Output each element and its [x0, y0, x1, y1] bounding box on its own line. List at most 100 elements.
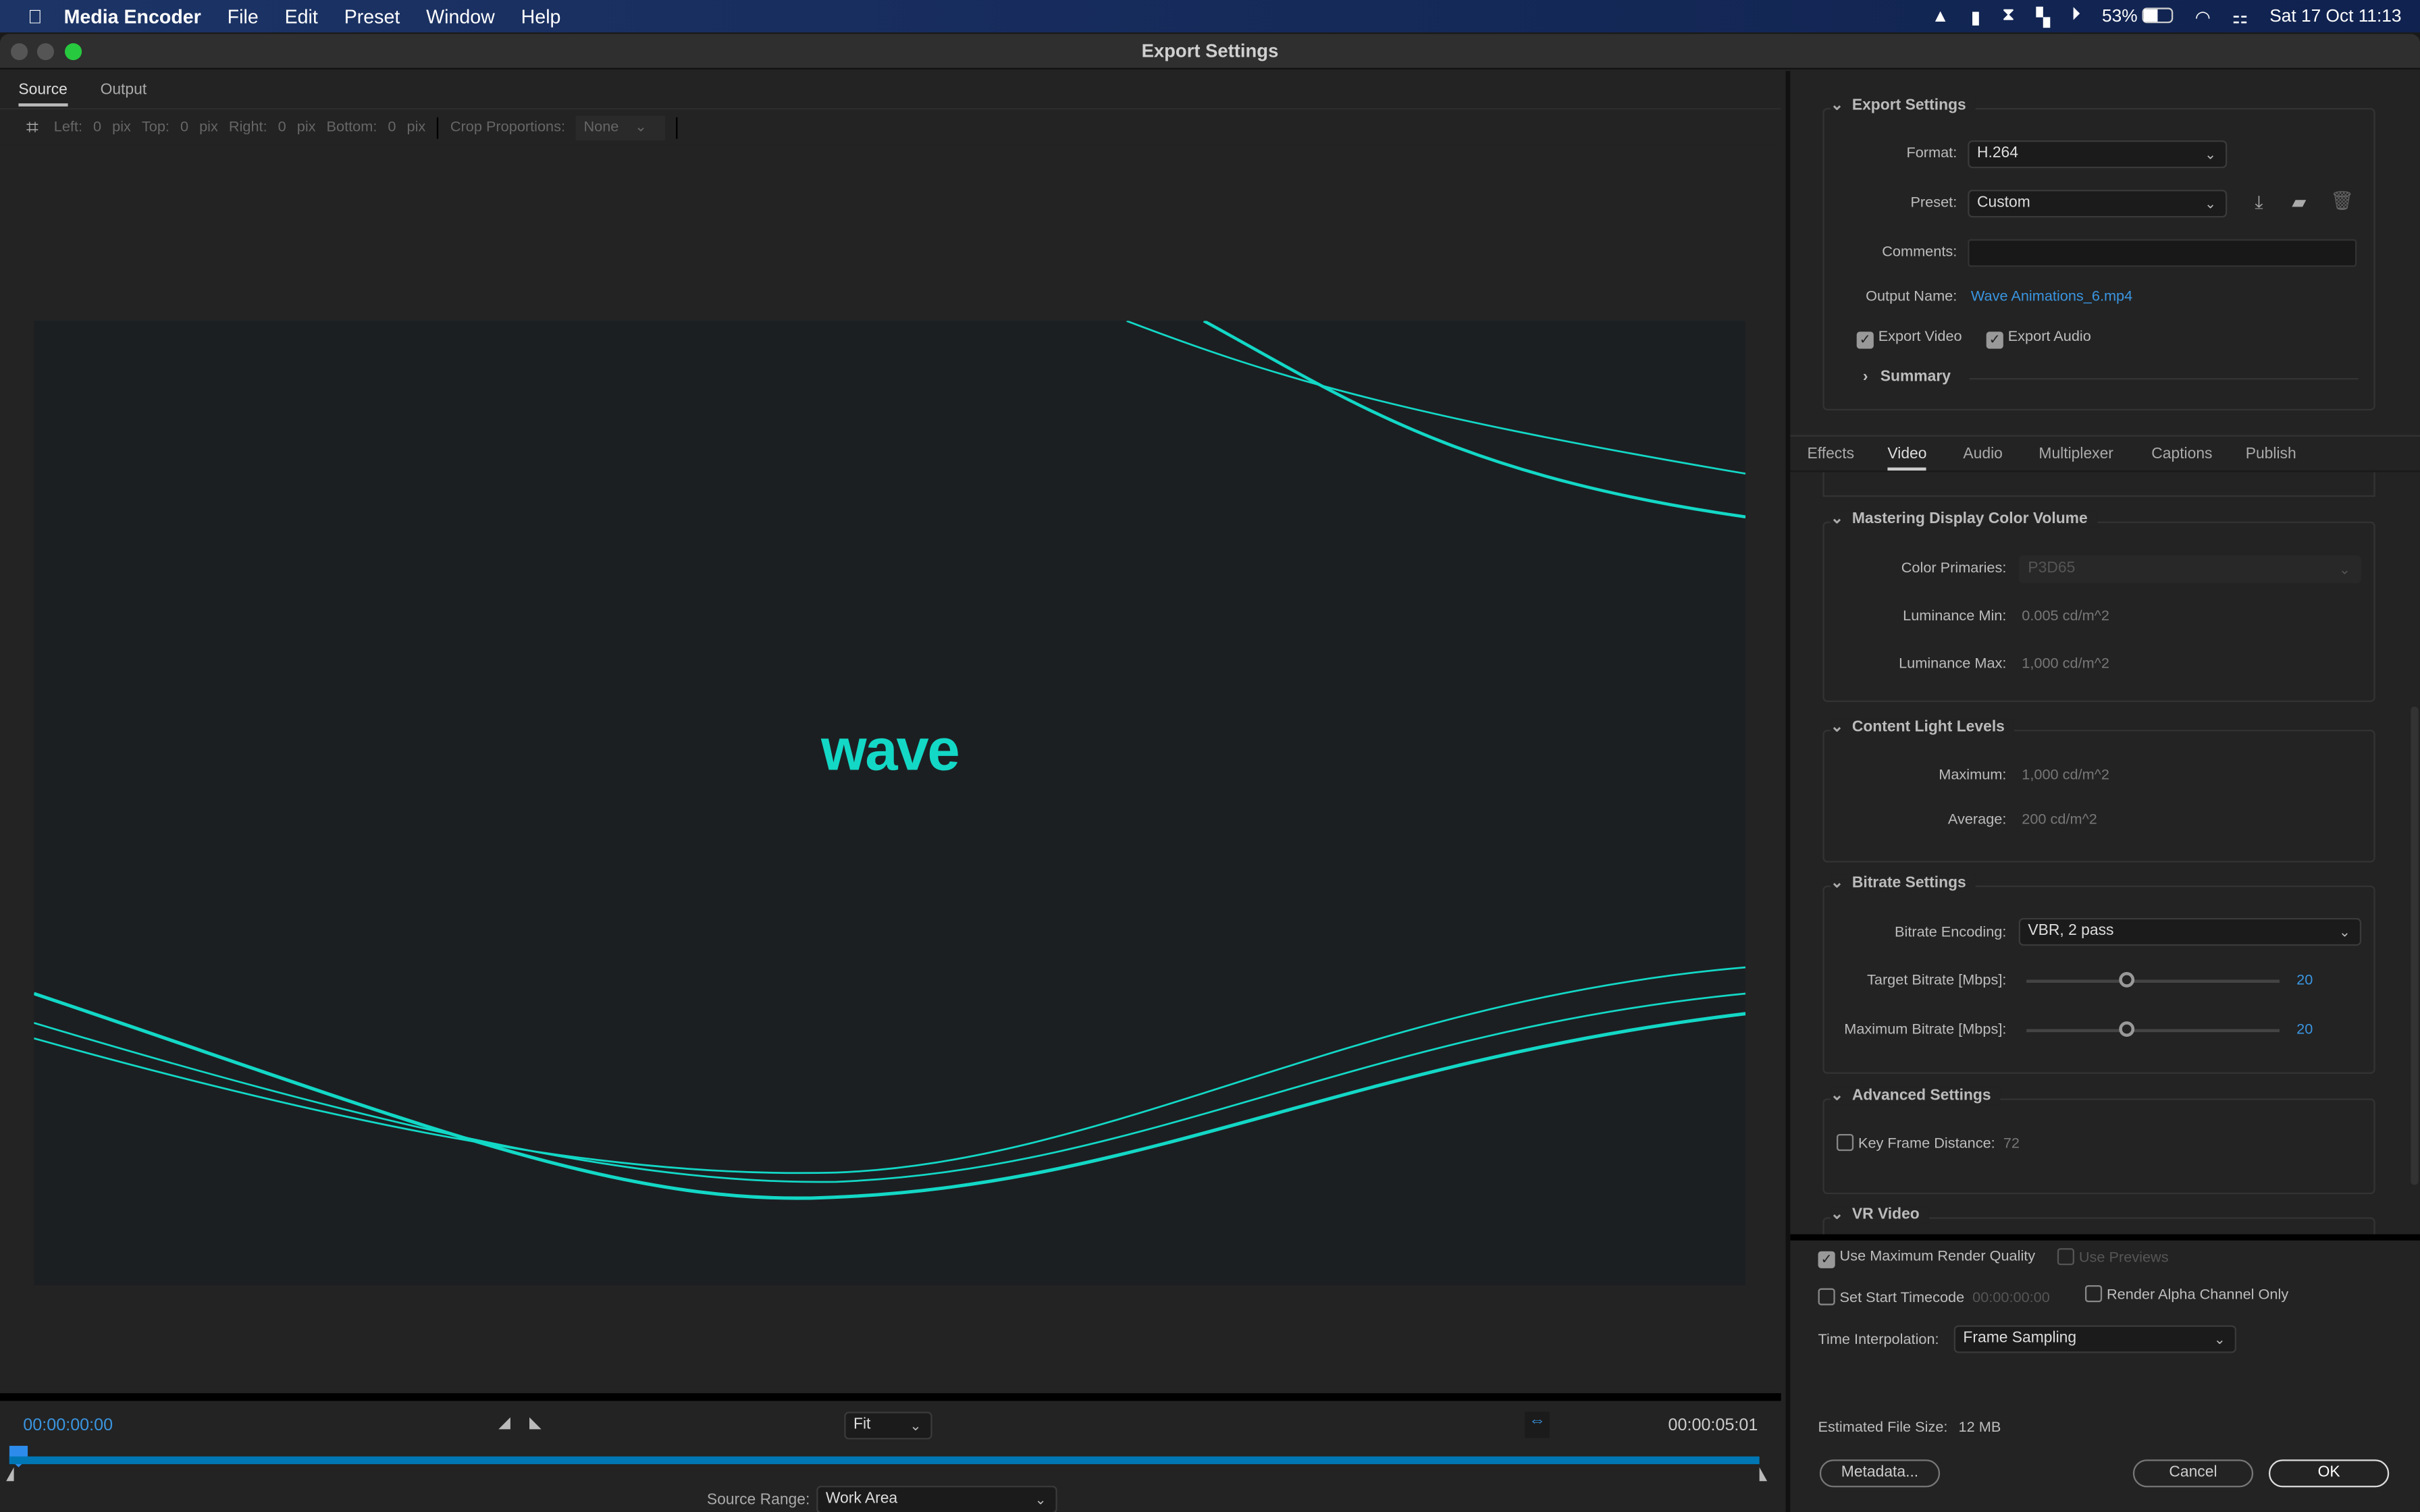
- tab-source[interactable]: Source: [18, 82, 68, 107]
- vlc-icon[interactable]: ▲: [1931, 7, 1949, 26]
- menu-edit[interactable]: Edit: [270, 5, 318, 27]
- export-audio-label: Export Audio: [2007, 328, 2091, 346]
- start-timecode-checkbox[interactable]: Set Start Timecode: [1818, 1288, 1964, 1307]
- unit-label: pix: [199, 118, 218, 136]
- bitrate-header[interactable]: ⌄ Bitrate Settings: [1830, 874, 1976, 892]
- max-render-quality-checkbox[interactable]: ✓ Use Maximum Render Quality: [1818, 1248, 2035, 1268]
- ok-button[interactable]: OK: [2268, 1459, 2390, 1488]
- bitrate-encoding-dropdown[interactable]: VBR, 2 pass ⌄: [2018, 917, 2362, 946]
- export-video-checkbox[interactable]: ✓ Export Video: [1856, 329, 1962, 349]
- metadata-button[interactable]: Metadata...: [1819, 1459, 1941, 1488]
- tab-multiplexer[interactable]: Multiplexer: [2038, 446, 2113, 463]
- minimize-button[interactable]: [36, 43, 54, 61]
- advanced-title: Advanced Settings: [1851, 1087, 1991, 1105]
- export-settings-header[interactable]: ⌄ Export Settings: [1830, 97, 1976, 115]
- summary-toggle[interactable]: › Summary: [1863, 369, 1951, 385]
- luminance-min-value: 0.005 cd/m^2: [2022, 608, 2109, 625]
- current-timecode[interactable]: 00:00:00:00: [23, 1416, 113, 1435]
- keyframe-distance-checkbox[interactable]: Key Frame Distance:: [1836, 1133, 1995, 1152]
- set-in-point-icon[interactable]: ◢: [498, 1414, 510, 1432]
- delete-preset-icon[interactable]: 🗑: [2330, 190, 2355, 212]
- color-primaries-dropdown[interactable]: P3D65 ⌄: [2018, 555, 2362, 583]
- hourglass-icon[interactable]: ⧗: [2002, 6, 2015, 25]
- crop-bottom-label: Bottom:: [326, 118, 377, 136]
- aspect-correction-icon[interactable]: ⇔: [1525, 1411, 1550, 1438]
- battery-percent: 53%: [2102, 7, 2138, 26]
- target-bitrate-value[interactable]: 20: [2296, 971, 2313, 990]
- tab-captions[interactable]: Captions: [2151, 446, 2213, 463]
- apple-icon[interactable]: : [28, 5, 42, 27]
- average-label: Average:: [1947, 811, 2007, 829]
- tab-video[interactable]: Video: [1887, 446, 1927, 471]
- control-center-icon[interactable]: ⚏: [2232, 8, 2248, 27]
- source-range-dropdown[interactable]: Work Area ⌄: [816, 1486, 1057, 1512]
- menu-app[interactable]: Media Encoder: [49, 5, 201, 27]
- max-bitrate-slider[interactable]: [2026, 1029, 2280, 1033]
- render-alpha-checkbox[interactable]: Render Alpha Channel Only: [2084, 1285, 2288, 1303]
- tab-audio[interactable]: Audio: [1963, 446, 2003, 463]
- output-name-link[interactable]: Wave Animations_6.mp4: [1970, 288, 2133, 306]
- vr-group: ⌄ VR Video: [1822, 1206, 2375, 1235]
- clock[interactable]: Sat 17 Oct 11:13: [2269, 7, 2402, 26]
- display-icon[interactable]: ▮: [1970, 8, 1981, 27]
- target-bitrate-slider[interactable]: [2026, 979, 2280, 983]
- work-area-end-handle[interactable]: [1759, 1467, 1768, 1482]
- close-button[interactable]: [10, 43, 28, 61]
- divider: [436, 116, 438, 138]
- chevron-down-icon: ⌄: [1830, 1206, 1844, 1224]
- scrollbar-thumb[interactable]: [2411, 706, 2419, 1185]
- comments-input[interactable]: [1968, 239, 2357, 267]
- luminance-max-value: 1,000 cd/m^2: [2022, 655, 2109, 673]
- menu-help[interactable]: Help: [506, 5, 561, 27]
- mastering-header[interactable]: ⌄ Mastering Display Color Volume: [1830, 510, 2097, 528]
- battery-icon[interactable]: [2142, 7, 2174, 23]
- layout-icon[interactable]: ▚: [2036, 8, 2050, 27]
- chevron-down-icon: ⌄: [1830, 510, 1844, 528]
- crop-icon[interactable]: ⌗: [26, 114, 38, 139]
- import-preset-icon[interactable]: ▰: [2292, 191, 2307, 213]
- tab-publish[interactable]: Publish: [2245, 446, 2296, 463]
- play-circle-icon[interactable]: ⏵: [2071, 6, 2081, 25]
- menu-file[interactable]: File: [213, 5, 259, 27]
- wifi-icon[interactable]: ◠: [2194, 8, 2211, 27]
- max-bitrate-value[interactable]: 20: [2296, 1021, 2313, 1039]
- start-timecode-value[interactable]: 00:00:00:00: [1972, 1289, 2050, 1307]
- save-preset-icon[interactable]: ⤓: [2255, 191, 2263, 213]
- menu-preset[interactable]: Preset: [330, 5, 400, 27]
- tab-output[interactable]: Output: [100, 82, 147, 99]
- settings-tabs: Effects Video Audio Multiplexer Captions…: [1790, 435, 2420, 473]
- crop-right-field[interactable]: 0: [278, 118, 286, 136]
- preset-dropdown[interactable]: Custom ⌄: [1968, 190, 2228, 218]
- use-previews-checkbox[interactable]: Use Previews: [2057, 1248, 2169, 1267]
- time-interpolation-dropdown[interactable]: Frame Sampling ⌄: [1953, 1325, 2236, 1353]
- crop-bottom-field[interactable]: 0: [388, 118, 396, 136]
- format-dropdown[interactable]: H.264 ⌄: [1968, 140, 2228, 169]
- advanced-header[interactable]: ⌄ Advanced Settings: [1830, 1087, 2001, 1105]
- target-bitrate-handle[interactable]: [2119, 971, 2135, 988]
- crop-left-label: Left:: [53, 118, 83, 136]
- vr-header[interactable]: ⌄ VR Video: [1830, 1206, 1929, 1224]
- content-light-title: Content Light Levels: [1851, 719, 2005, 736]
- max-bitrate-handle[interactable]: [2119, 1021, 2135, 1037]
- luminance-min-label: Luminance Min:: [1903, 608, 2007, 625]
- content-light-header[interactable]: ⌄ Content Light Levels: [1830, 719, 2014, 736]
- crop-left-field[interactable]: 0: [93, 118, 102, 136]
- tab-effects[interactable]: Effects: [1807, 446, 1855, 463]
- cancel-button[interactable]: Cancel: [2132, 1459, 2254, 1488]
- menu-window[interactable]: Window: [411, 5, 495, 27]
- summary-label: Summary: [1880, 369, 1951, 386]
- keyframe-distance-value[interactable]: 72: [2003, 1135, 2020, 1153]
- crop-top-field[interactable]: 0: [180, 118, 189, 136]
- set-out-point-icon[interactable]: ◣: [529, 1414, 542, 1432]
- zoom-button[interactable]: [64, 43, 82, 61]
- zoom-dropdown[interactable]: Fit ⌄: [844, 1411, 932, 1440]
- scrollbar[interactable]: [2411, 472, 2420, 1234]
- format-value: H.264: [1976, 144, 2018, 162]
- chevron-down-icon: ⌄: [1830, 719, 1844, 736]
- export-settings-group: ⌄ Export Settings Format: H.264 ⌄ Preset: …: [1822, 97, 2375, 410]
- work-area-start-handle[interactable]: [6, 1467, 14, 1482]
- timeline-track[interactable]: [9, 1456, 1760, 1465]
- crop-proportions-dropdown[interactable]: None ⌄: [576, 115, 666, 140]
- average-value: 200 cd/m^2: [2022, 811, 2097, 829]
- export-audio-checkbox[interactable]: ✓ Export Audio: [1986, 328, 2091, 349]
